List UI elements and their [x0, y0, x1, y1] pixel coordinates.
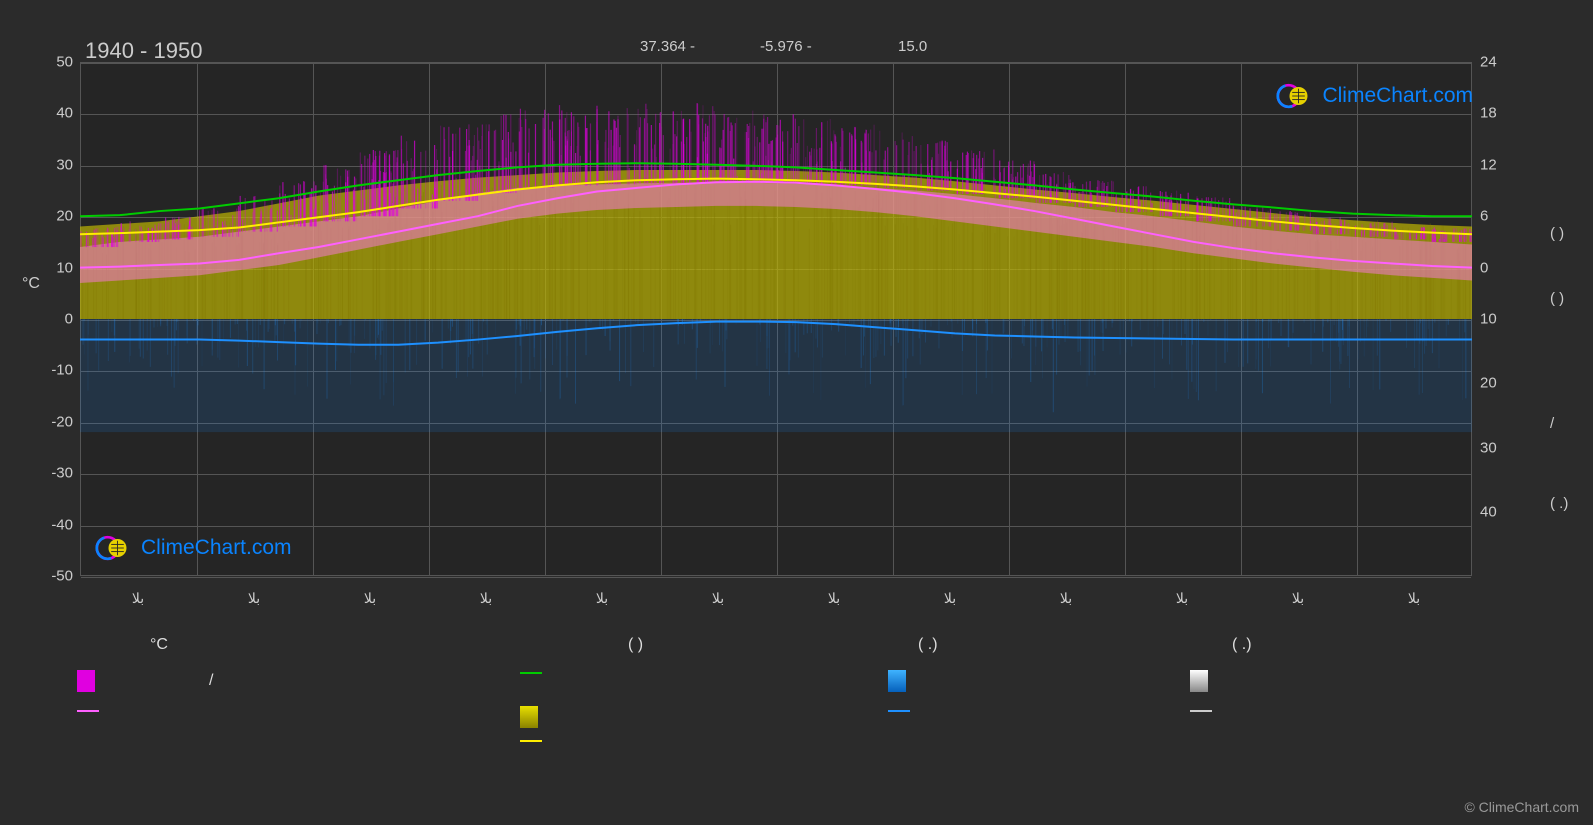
x-tick: بلا	[364, 590, 376, 607]
y-tick-right: 18	[1480, 105, 1497, 122]
y-tick-right: 24	[1480, 54, 1497, 71]
header-alt: 15.0	[898, 38, 927, 55]
y-tick-left: -20	[33, 413, 73, 430]
swatch-icon	[1190, 710, 1212, 712]
copyright: © ClimeChart.com	[1464, 799, 1579, 815]
right-div: /	[1550, 415, 1554, 432]
y-tick-left: -50	[33, 568, 73, 585]
y-tick-left: -30	[33, 465, 73, 482]
swatch-icon	[520, 672, 542, 674]
legend-item-magenta: /	[77, 670, 213, 692]
y-tick-right: 0	[1480, 259, 1488, 276]
legend-header-2: ( )	[628, 636, 643, 654]
legend-header-1: °C	[150, 636, 168, 654]
swatch-icon	[77, 710, 99, 712]
logo-bottom: ClimeChart.com	[95, 530, 292, 566]
swatch-icon	[520, 740, 542, 742]
swatch-icon	[888, 710, 910, 712]
x-tick: بلا	[1292, 590, 1304, 607]
y-tick-left: -10	[33, 362, 73, 379]
legend-item-green	[520, 672, 542, 674]
y-tick-right: 6	[1480, 208, 1488, 225]
y-tick-left: 30	[33, 156, 73, 173]
x-tick: بلا	[1176, 590, 1188, 607]
y-tick-right: 20	[1480, 375, 1497, 392]
swatch-icon	[1190, 670, 1208, 692]
x-tick: بلا	[944, 590, 956, 607]
year-range: 1940 - 1950	[85, 38, 202, 64]
y-tick-right: 30	[1480, 439, 1497, 456]
y-axis-label-left: °C	[22, 275, 40, 293]
swatch-icon	[888, 670, 906, 692]
legend-item-white	[1190, 670, 1208, 692]
logo-icon	[95, 530, 131, 566]
legend-item-yellow-line	[520, 740, 542, 742]
legend-item-pink	[77, 710, 99, 712]
y-tick-left: 40	[33, 105, 73, 122]
swatch-icon	[77, 670, 95, 692]
x-tick: بلا	[828, 590, 840, 607]
chart-area[interactable]	[80, 62, 1472, 576]
right-unit-1: ( )	[1550, 225, 1564, 242]
y-tick-left: 50	[33, 54, 73, 71]
legend-header-4: ( .)	[1232, 636, 1252, 654]
x-tick: بلا	[596, 590, 608, 607]
right-unit-3: ( .)	[1550, 495, 1568, 512]
y-tick-left: 20	[33, 208, 73, 225]
header-lon: -5.976 -	[760, 38, 812, 55]
right-unit-2: ( )	[1550, 290, 1564, 307]
logo-icon	[1276, 78, 1312, 114]
logo-text: ClimeChart.com	[141, 536, 292, 560]
legend-header-3: ( .)	[918, 636, 938, 654]
y-tick-left: -40	[33, 516, 73, 533]
x-tick: بلا	[712, 590, 724, 607]
x-tick: بلا	[132, 590, 144, 607]
x-tick: بلا	[480, 590, 492, 607]
x-tick: بلا	[1408, 590, 1420, 607]
x-tick: بلا	[1060, 590, 1072, 607]
legend-item-yellow	[520, 706, 538, 728]
y-tick-right: 40	[1480, 503, 1497, 520]
legend-item-blue	[888, 670, 906, 692]
x-tick: بلا	[248, 590, 260, 607]
y-tick-right: 10	[1480, 311, 1497, 328]
logo-text: ClimeChart.com	[1322, 84, 1473, 108]
legend-item-grey-line	[1190, 710, 1212, 712]
logo-top: ClimeChart.com	[1276, 78, 1473, 114]
header-lat: 37.364 -	[640, 38, 695, 55]
y-tick-left: 10	[33, 259, 73, 276]
y-tick-left: 0	[33, 311, 73, 328]
swatch-icon	[520, 706, 538, 728]
y-tick-right: 12	[1480, 156, 1497, 173]
legend-item-blue-line	[888, 710, 910, 712]
